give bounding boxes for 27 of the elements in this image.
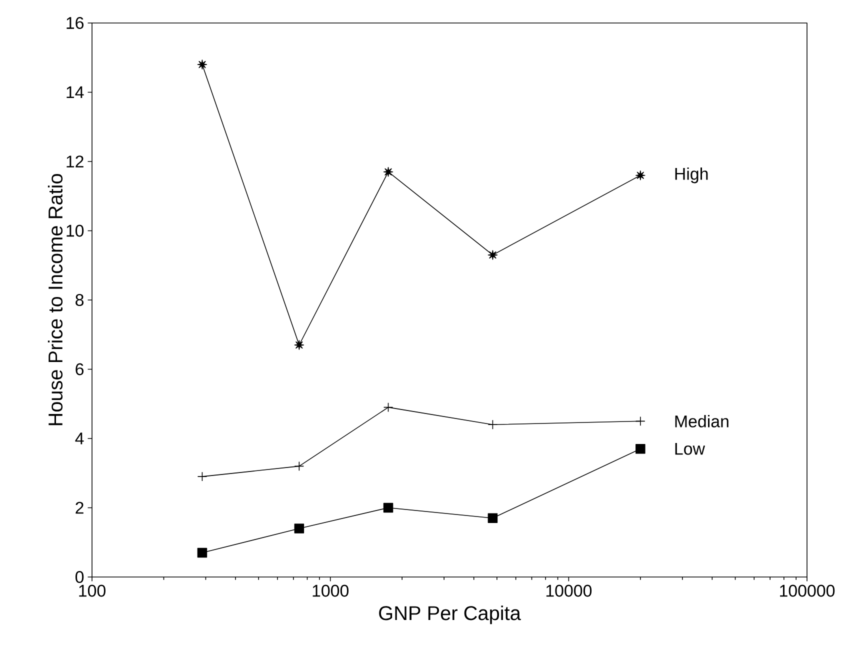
y-tick-label: 8 <box>76 294 84 306</box>
x-tick-label: 100000 <box>780 584 835 597</box>
x-axis-title: GNP Per Capita <box>379 606 521 624</box>
y-tick-label: 14 <box>66 86 84 98</box>
point <box>488 513 498 524</box>
series-label: High <box>675 167 708 184</box>
point <box>488 420 498 430</box>
series-label: Median <box>675 414 728 428</box>
y-tick-label: 2 <box>76 502 84 514</box>
point <box>488 250 498 260</box>
x-tick-label: 100 <box>79 584 106 597</box>
x-tick-label: 1000 <box>312 584 349 597</box>
y-tick-label: 10 <box>66 224 84 237</box>
y-tick-label: 0 <box>75 570 84 583</box>
point <box>294 340 304 350</box>
y-tick-label: 16 <box>66 16 84 29</box>
y-tick-label: 12 <box>66 156 84 168</box>
point <box>294 461 304 472</box>
y-tick-label: 4 <box>75 432 84 444</box>
x-tick-label: 10000 <box>546 584 592 597</box>
point <box>197 548 208 558</box>
y-axis-title: House Price to Income Ratio <box>48 174 63 426</box>
point <box>197 60 208 70</box>
point <box>197 472 208 482</box>
y-tick-label: 6 <box>76 363 84 376</box>
series-label: Low <box>675 442 706 455</box>
point <box>294 524 304 534</box>
